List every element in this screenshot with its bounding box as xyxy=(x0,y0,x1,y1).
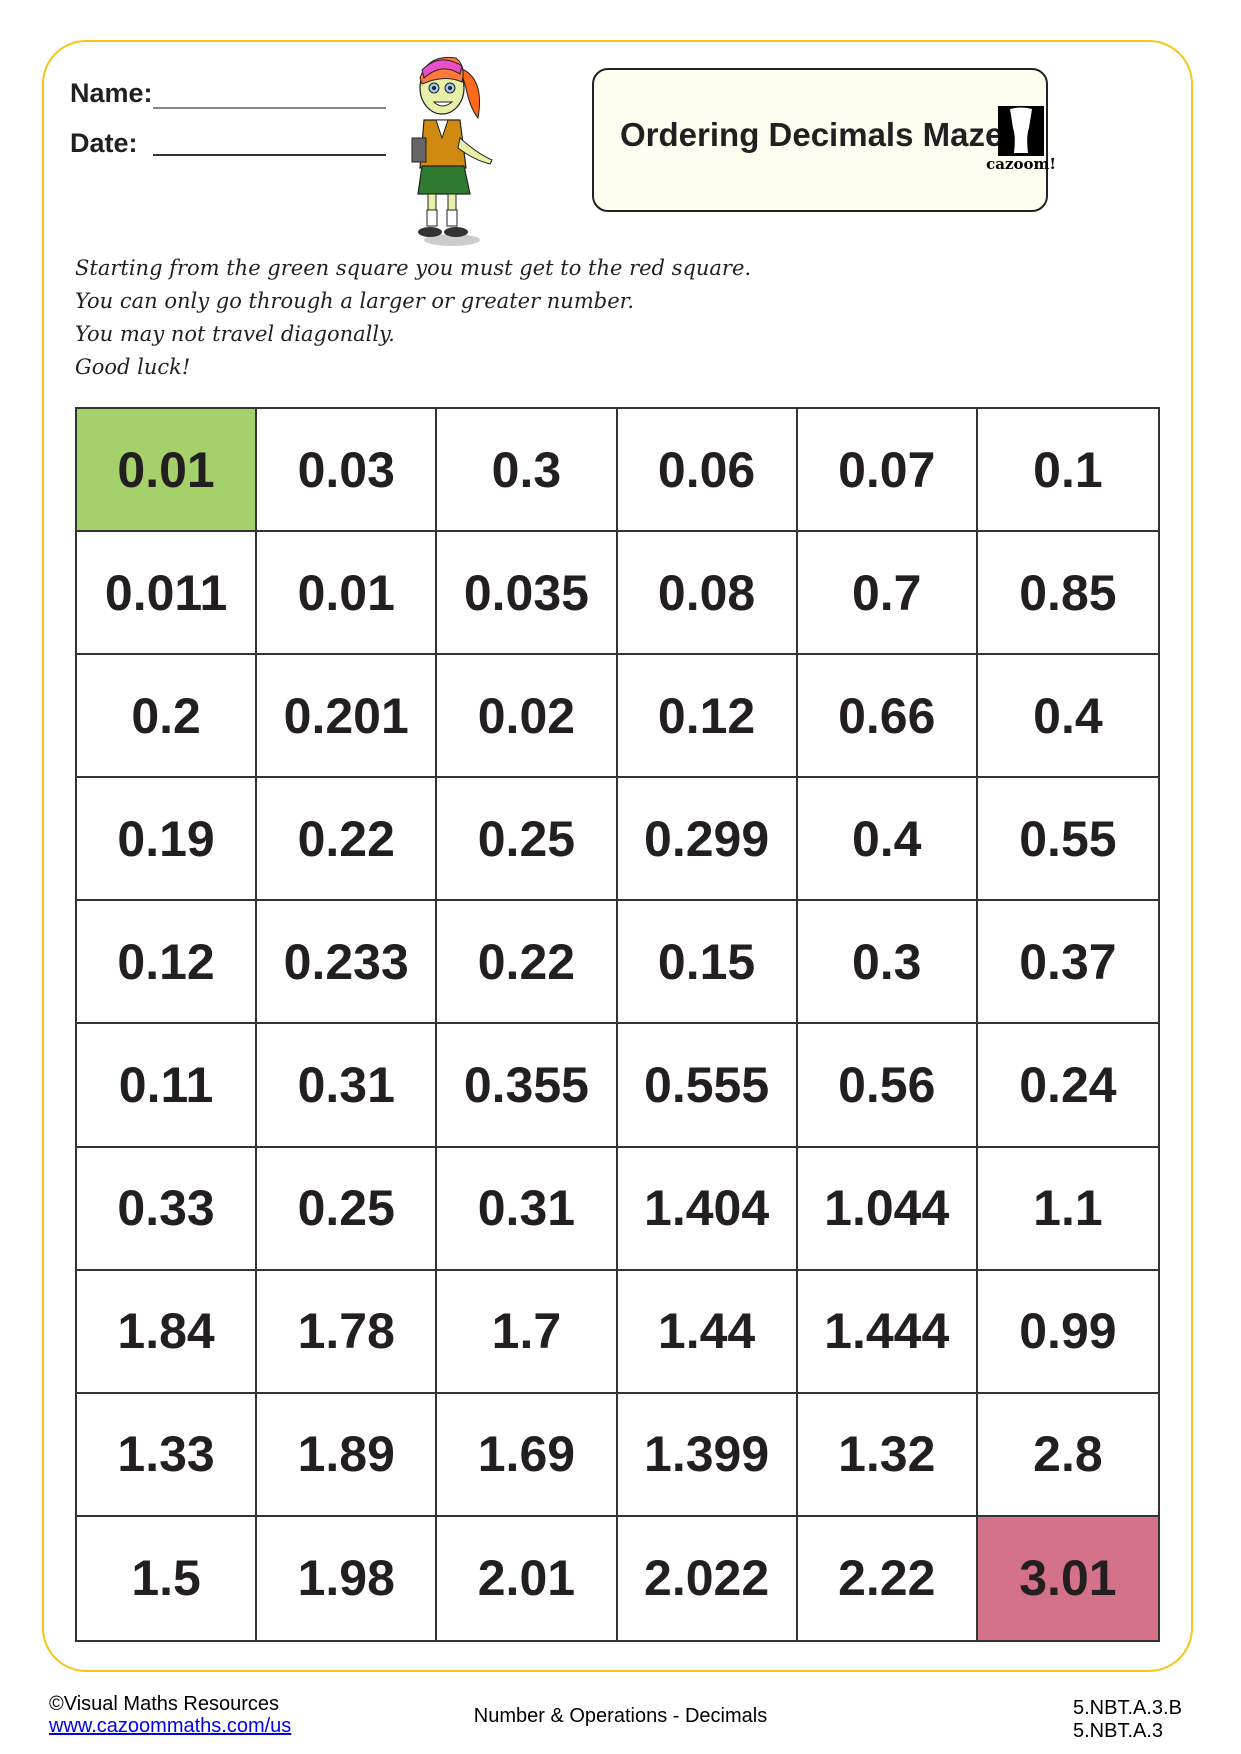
maze-cell[interactable]: 0.22 xyxy=(257,778,438,902)
maze-start-cell[interactable]: 0.01 xyxy=(77,409,258,533)
maze-cell[interactable]: 2.01 xyxy=(437,1516,618,1640)
logo-text: cazoom! xyxy=(986,155,1056,173)
maze-cell[interactable]: 0.25 xyxy=(257,1147,438,1271)
instruction-line: Starting from the green square you must … xyxy=(75,256,752,280)
maze-cell[interactable]: 1.78 xyxy=(257,1270,438,1394)
name-field-line[interactable] xyxy=(153,107,386,109)
maze-cell[interactable]: 1.1 xyxy=(977,1148,1158,1271)
maze-cell[interactable]: 0.2 xyxy=(77,655,258,779)
maze-cell[interactable]: 0.37 xyxy=(977,901,1158,1025)
topic-text: Number & Operations - Decimals xyxy=(473,1705,768,1727)
drum-icon xyxy=(998,106,1044,156)
maze-cell[interactable]: 0.55 xyxy=(977,778,1158,902)
maze-cell[interactable]: 1.98 xyxy=(257,1516,438,1640)
name-label: Name: xyxy=(70,78,153,108)
maze-cell[interactable]: 0.555 xyxy=(617,1024,798,1148)
maze-cell[interactable]: 0.299 xyxy=(617,778,798,902)
maze-cell[interactable]: 0.56 xyxy=(797,1024,978,1148)
maze-cell[interactable]: 2.8 xyxy=(977,1394,1158,1517)
cazoom-logo: cazoom! xyxy=(984,106,1056,176)
maze-cell[interactable]: 1.84 xyxy=(77,1270,258,1394)
maze-cell[interactable]: 1.444 xyxy=(797,1270,978,1394)
standard-code: 5.NBT.A.3.B xyxy=(1073,1697,1182,1719)
maze-cell[interactable]: 0.011 xyxy=(77,532,258,656)
maze-cell[interactable]: 1.7 xyxy=(437,1270,618,1394)
instructions: Starting from the green square you must … xyxy=(75,252,751,384)
standards-codes: 5.NBT.A.3.B 5.NBT.A.3 xyxy=(1073,1697,1182,1743)
maze-grid: 0.01 0.03 0.3 0.06 0.07 0.1 0.011 0.01 0.035 0.08… xyxy=(75,407,1160,1642)
maze-cell[interactable]: 0.33 xyxy=(77,1147,258,1271)
instruction-line: You can only go through a larger or grea… xyxy=(75,289,635,313)
maze-cell[interactable]: 0.233 xyxy=(257,901,438,1025)
maze-cell[interactable]: 0.24 xyxy=(977,1024,1158,1148)
date-label: Date: xyxy=(70,128,138,158)
maze-cell[interactable]: 0.4 xyxy=(977,655,1158,779)
maze-cell[interactable]: 1.32 xyxy=(797,1393,978,1517)
maze-cell[interactable]: 0.66 xyxy=(797,655,978,779)
title-box: Ordering Decimals Maze cazoom! xyxy=(592,68,1056,212)
maze-cell[interactable]: 1.89 xyxy=(257,1393,438,1517)
maze-cell[interactable]: 0.07 xyxy=(797,409,978,533)
maze-cell[interactable]: 0.85 xyxy=(977,532,1158,656)
maze-cell[interactable]: 0.4 xyxy=(797,778,978,902)
instruction-line: Good luck! xyxy=(75,355,191,379)
maze-cell[interactable]: 0.06 xyxy=(617,409,798,533)
maze-cell[interactable]: 0.08 xyxy=(617,532,798,656)
maze-cell[interactable]: 1.5 xyxy=(77,1516,258,1640)
footer-credits: ©Visual Maths Resources www.cazoommaths.… xyxy=(49,1693,291,1737)
maze-end-cell[interactable]: 3.01 xyxy=(977,1516,1158,1640)
maze-cell[interactable]: 0.201 xyxy=(257,655,438,779)
maze-cell[interactable]: 0.22 xyxy=(437,901,618,1025)
maze-cell[interactable]: 2.022 xyxy=(618,1516,798,1640)
maze-cell[interactable]: 0.31 xyxy=(257,1024,438,1148)
maze-cell[interactable]: 0.11 xyxy=(77,1024,258,1148)
maze-cell[interactable]: 0.25 xyxy=(437,778,618,902)
standard-code: 5.NBT.A.3 xyxy=(1073,1720,1164,1742)
maze-cell[interactable]: 1.33 xyxy=(77,1393,258,1517)
maze-cell[interactable]: 0.3 xyxy=(437,409,618,533)
maze-cell[interactable]: 2.22 xyxy=(798,1516,978,1640)
worksheet-title: Ordering Decimals Maze xyxy=(620,116,1004,153)
maze-cell[interactable]: 0.035 xyxy=(437,532,618,656)
maze-cell[interactable]: 0.02 xyxy=(437,655,618,779)
maze-cell[interactable]: 0.01 xyxy=(257,532,438,656)
girl-mascot-icon xyxy=(411,56,493,246)
maze-cell[interactable]: 1.404 xyxy=(617,1147,798,1271)
maze-cell[interactable]: 0.12 xyxy=(77,901,258,1025)
instruction-line: You may not travel diagonally. xyxy=(75,322,395,346)
copyright-text: ©Visual Maths Resources xyxy=(49,1693,280,1715)
maze-cell[interactable]: 1.44 xyxy=(617,1270,798,1394)
maze-cell[interactable]: 0.355 xyxy=(437,1024,618,1148)
maze-cell[interactable]: 1.69 xyxy=(437,1393,618,1517)
maze-cell[interactable]: 0.31 xyxy=(437,1147,618,1271)
maze-cell[interactable]: 0.19 xyxy=(77,778,258,902)
maze-cell[interactable]: 0.03 xyxy=(257,409,438,533)
maze-cell[interactable]: 1.044 xyxy=(797,1147,978,1271)
page-frame xyxy=(42,40,1193,1672)
maze-cell[interactable]: 0.15 xyxy=(617,901,798,1025)
maze-cell[interactable]: 0.99 xyxy=(977,1271,1158,1394)
maze-cell[interactable]: 0.1 xyxy=(977,409,1158,533)
maze-cell[interactable]: 0.7 xyxy=(797,532,978,656)
website-link[interactable]: www.cazoommaths.com/us xyxy=(49,1715,292,1737)
date-field-line[interactable] xyxy=(153,154,386,156)
maze-cell[interactable]: 0.12 xyxy=(617,655,798,779)
maze-cell[interactable]: 0.3 xyxy=(797,901,978,1025)
maze-cell[interactable]: 1.399 xyxy=(617,1393,798,1517)
